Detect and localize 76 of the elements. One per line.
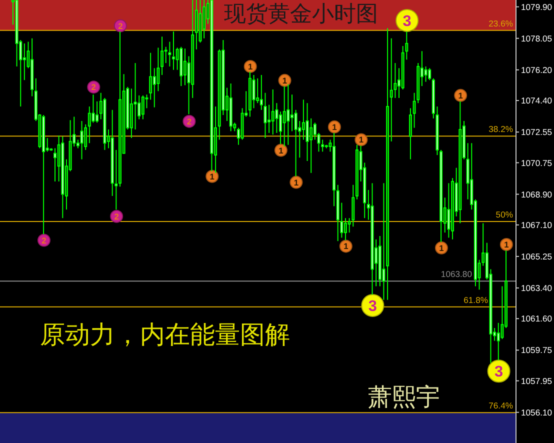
text: 1 bbox=[439, 242, 444, 253]
candlestick bbox=[149, 52, 152, 100]
y-tick-label: 1079.90 bbox=[521, 2, 552, 12]
candlestick bbox=[424, 66, 428, 82]
text: 1 bbox=[358, 134, 364, 145]
ref-line-label: 1063.80 bbox=[440, 269, 472, 280]
candlestick bbox=[168, 41, 172, 67]
ref-line-label: 61.8% bbox=[464, 294, 488, 305]
ref-line-label: 38.2% bbox=[488, 124, 514, 134]
candlestick bbox=[252, 74, 256, 109]
y-tick-label: 1067.10 bbox=[521, 220, 552, 230]
text: 1 bbox=[248, 61, 253, 72]
annotation: 原动力，内在能量图解 bbox=[40, 320, 290, 349]
candlestick bbox=[96, 100, 99, 124]
y-tick-label: 1072.55 bbox=[521, 127, 552, 138]
candlestick bbox=[134, 62, 137, 130]
y-tick-label: 1074.40 bbox=[521, 96, 552, 106]
text: 1 bbox=[332, 122, 337, 132]
candlestick bbox=[202, 0, 206, 39]
candlestick bbox=[141, 94, 144, 120]
text: 2 bbox=[114, 211, 119, 222]
ref-line-label: 76.4% bbox=[488, 400, 514, 411]
text: 1 bbox=[458, 90, 463, 100]
candlestick bbox=[183, 48, 186, 86]
series-label: 1 bbox=[278, 145, 284, 156]
series-label: 3 bbox=[402, 12, 412, 30]
candlestick bbox=[80, 120, 84, 160]
y-tick-label: 1059.75 bbox=[521, 345, 552, 356]
candlestick bbox=[447, 182, 450, 238]
candlestick bbox=[302, 99, 305, 140]
candlestick bbox=[290, 94, 294, 132]
text: 3 bbox=[368, 298, 377, 316]
ref-line-label: 23.6% bbox=[488, 18, 514, 28]
y-tick-label: 1061.60 bbox=[521, 314, 552, 324]
candlestick bbox=[382, 182, 386, 300]
series-label: 2 bbox=[186, 116, 192, 126]
y-tick-label: 1078.05 bbox=[521, 33, 552, 44]
text: 2 bbox=[42, 235, 46, 246]
annotation: 萧熙宇 bbox=[368, 383, 440, 411]
candlestick bbox=[310, 118, 313, 174]
text: 1 bbox=[344, 241, 348, 252]
text: 3 bbox=[494, 364, 504, 381]
y-tick-label: 1056.10 bbox=[521, 407, 552, 418]
candlestick bbox=[390, 38, 393, 142]
candlestick bbox=[160, 36, 164, 76]
candlestick bbox=[256, 78, 260, 104]
text: 1 bbox=[294, 177, 299, 188]
chart-title: 现货黄金小时图 bbox=[223, 2, 379, 27]
candlestick bbox=[294, 109, 298, 177]
text: 1 bbox=[210, 171, 214, 182]
y-tick-label: 1076.20 bbox=[521, 64, 552, 75]
candlestick bbox=[271, 88, 274, 136]
candlestick bbox=[172, 31, 175, 70]
candlestick bbox=[54, 148, 57, 182]
text: 1 bbox=[282, 75, 288, 86]
candlestick bbox=[408, 108, 412, 160]
candlestick bbox=[344, 218, 347, 241]
candlestick bbox=[321, 139, 324, 152]
y-tick-label: 1065.25 bbox=[521, 251, 552, 262]
candlestick bbox=[286, 84, 290, 146]
text: 2 bbox=[118, 20, 123, 31]
ref-line-label: 50% bbox=[496, 210, 514, 220]
candlestick bbox=[279, 111, 282, 144]
text: 2 bbox=[91, 82, 96, 92]
candlestick bbox=[194, 0, 198, 50]
text: 1 bbox=[504, 240, 509, 250]
y-tick-label: 1057.95 bbox=[521, 376, 552, 386]
y-tick-label: 1063.40 bbox=[521, 283, 552, 294]
candlestick bbox=[268, 104, 271, 134]
candlestick bbox=[428, 68, 432, 81]
candlestick bbox=[22, 42, 26, 81]
y-tick-label: 1070.75 bbox=[521, 158, 552, 168]
candlestick bbox=[130, 88, 133, 139]
y-tick-label: 1068.90 bbox=[521, 189, 552, 200]
candlestick bbox=[92, 94, 95, 124]
candlestick bbox=[282, 86, 286, 148]
